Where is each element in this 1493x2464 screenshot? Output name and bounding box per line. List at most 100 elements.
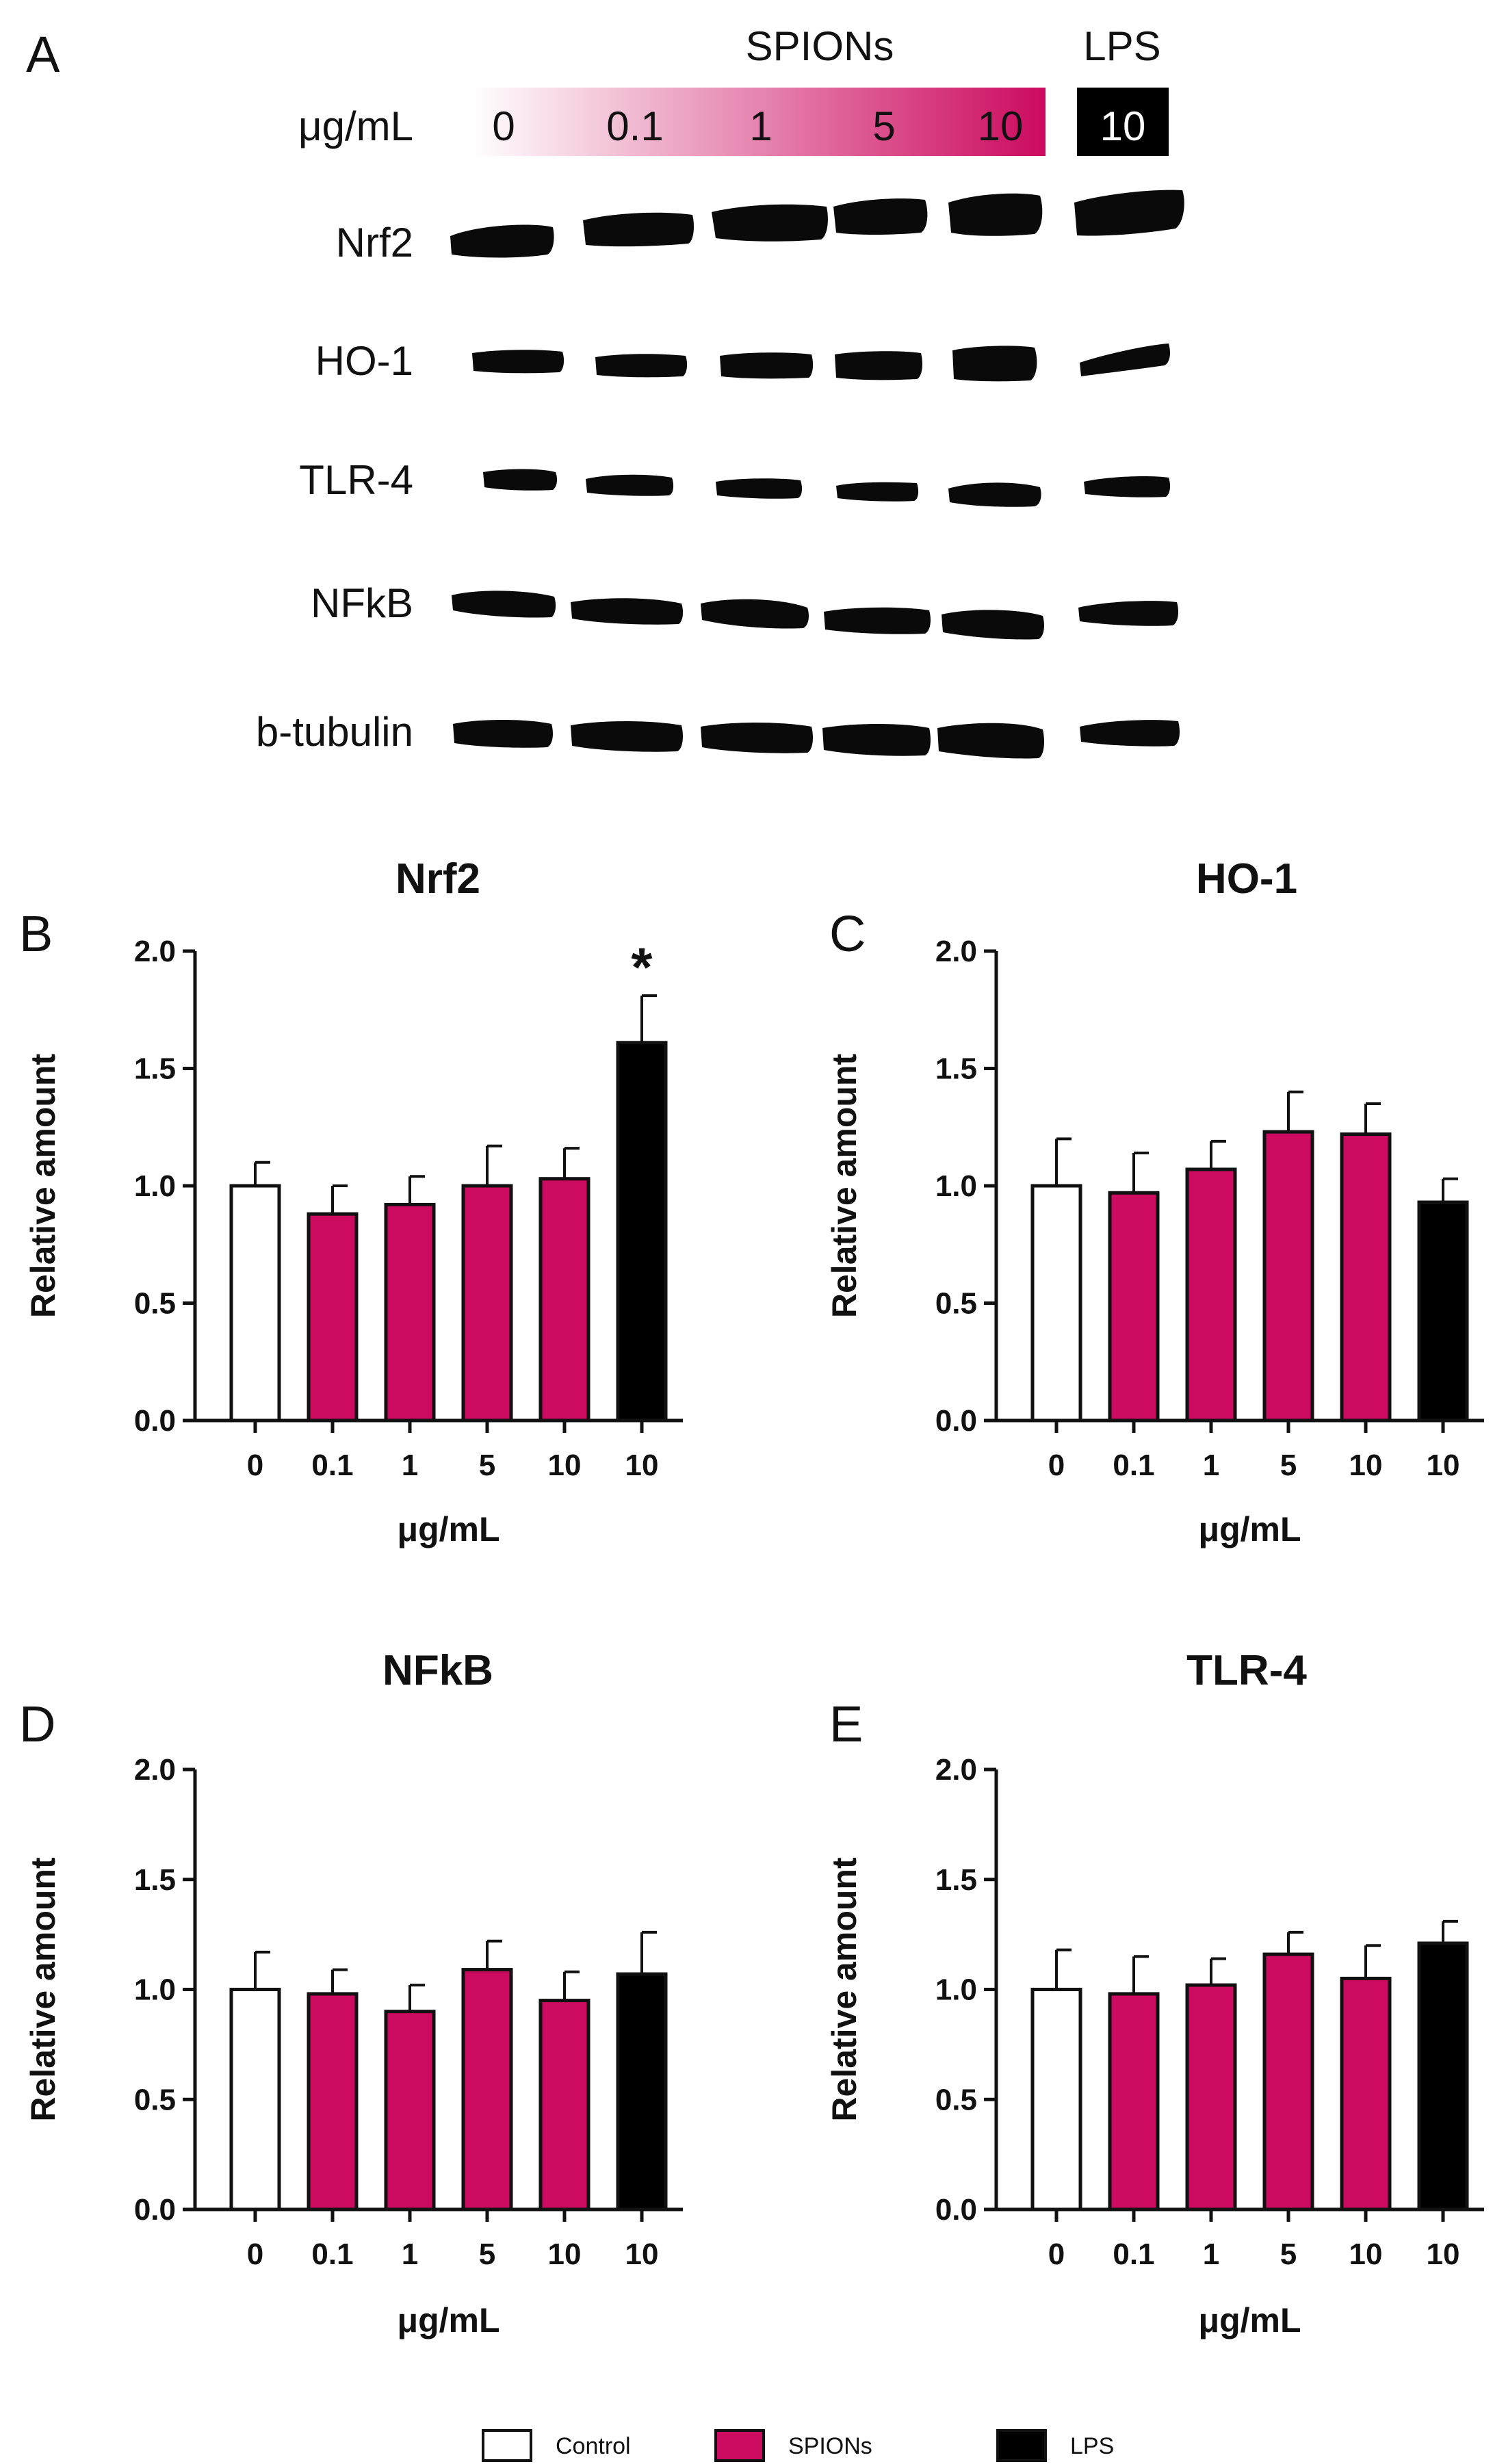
y-tick-label: 1.5 [134,1863,176,1897]
legend: Control SPIONs LPS [482,2429,1114,2462]
x-tick-label: 10 [625,1449,659,1482]
bar-2 [1185,1983,1237,2212]
panel-letter-d: D [19,1696,55,1752]
protein-label-nfkb: NFkB [311,580,413,626]
legend-label-control: Control [556,2433,631,2459]
x-tick-label: 10 [1349,2238,1383,2271]
bar-4 [538,1177,590,1423]
legend-label-spions: SPIONs [788,2433,872,2459]
x-tick-label: 0.1 [311,2238,353,2271]
band-tlr4-1 [483,469,558,491]
blot-bands [450,190,1184,759]
bar-4 [1340,1132,1392,1423]
band-ho1-5 [952,346,1037,382]
legend-label-lps: LPS [1070,2433,1114,2459]
bar-5 [1417,1200,1469,1423]
legend-swatch-lps [996,2429,1047,2462]
bar-3 [461,1968,513,2212]
x-tick-label: 0 [247,1449,263,1482]
x-tick-label: 10 [1349,1449,1383,1482]
bar-1 [1108,1992,1160,2212]
x-tick-label: 0.1 [1113,1449,1154,1482]
y-tick-label: 0.5 [935,2083,977,2116]
bar-0 [229,1184,281,1423]
y-tick-label: 1.5 [935,1863,977,1897]
legend-swatch-control [482,2429,532,2462]
dose-label-4: 10 [978,103,1024,149]
chart-title: Nrf2 [395,855,480,903]
x-tick-label: 10 [548,1449,582,1482]
bar-2 [384,2010,436,2212]
x-tick-label: 5 [1280,1449,1297,1482]
protein-label-tlr-4: TLR-4 [299,457,413,503]
band-tlr4-2 [586,474,674,496]
chart-nrf2: B Nrf2 0.0 0.5 1.0 1.5 2.0 0 0.1 1 5 10 10 * Relative … [19,855,683,1548]
bar-1 [307,1212,359,1423]
band-tlr4-3 [716,478,803,499]
band-nfkb-3 [701,599,809,629]
y-tick-label: 0.5 [134,2083,176,2116]
legend-swatch-spions [714,2429,765,2462]
panel-letter-e: E [829,1696,863,1752]
band-ho1-3 [720,352,814,379]
band-tubulin-6 [1080,720,1180,747]
bar-5 [1417,1941,1469,2212]
band-tubulin-2 [571,721,683,752]
y-tick-label: 2.0 [935,1753,977,1787]
bar-4 [538,1999,590,2212]
bar-2 [384,1202,436,1423]
spions-gradient-bar [472,88,1046,156]
band-nrf2-2 [583,212,694,247]
chart-title: HO-1 [1196,855,1297,903]
x-tick-label: 10 [625,2238,659,2271]
dose-label-1: 0.1 [606,103,663,149]
dose-label-2: 1 [749,103,772,149]
x-tick-label: 5 [1280,2238,1297,2271]
x-axis-label: μg/mL [397,2301,499,2339]
y-tick-label: 0.0 [134,2193,176,2227]
y-axis-label: Relative amount [825,1054,864,1319]
x-tick-label: 1 [402,1449,418,1482]
dose-label-3: 5 [872,103,895,149]
bar-3 [1262,1952,1314,2212]
chart-title: NFkB [382,1647,493,1694]
x-tick-label: 0 [1048,2238,1065,2271]
x-tick-label: 1 [402,2238,418,2271]
band-ho1-6 [1080,343,1170,376]
band-nrf2-1 [450,224,554,258]
band-nfkb-4 [824,607,931,634]
protein-labels: Nrf2 HO-1 TLR-4 NFkB b-tubulin [256,220,413,755]
y-tick-label: 2.0 [935,935,977,968]
bar-0 [229,1988,281,2212]
band-tubulin-3 [701,723,813,753]
y-tick-label: 1.0 [134,1973,176,2007]
x-tick-label: 10 [1427,1449,1460,1482]
spions-header: SPIONs [746,23,894,69]
y-tick-label: 1.5 [134,1052,176,1086]
bar-1 [1108,1191,1160,1423]
unit-label: μg/mL [298,103,413,149]
x-tick-label: 5 [479,2238,495,2271]
y-tick-label: 0.0 [134,1404,176,1438]
x-tick-label: 0.1 [1113,2238,1154,2271]
x-tick-label: 0 [1048,1449,1065,1482]
bar-0 [1030,1988,1082,2212]
protein-label-b-tubulin: b-tubulin [256,709,413,755]
bar-5 [616,1041,668,1423]
band-tubulin-4 [822,724,931,756]
y-tick-label: 2.0 [134,935,176,968]
lps-dose-box [1077,88,1169,156]
y-axis-label: Relative amount [24,1857,62,2122]
panel-letter-c: C [829,905,866,962]
band-nfkb-1 [452,591,556,618]
band-nfkb-6 [1078,601,1178,626]
lps-dose-label: 10 [1100,103,1146,149]
band-nrf2-4 [833,198,928,235]
y-tick-label: 0.5 [134,1287,176,1321]
band-tubulin-1 [453,720,553,748]
x-axis-label: μg/mL [1198,2301,1301,2339]
y-tick-label: 1.0 [935,1169,977,1203]
bar-3 [461,1184,513,1423]
protein-label-ho-1: HO-1 [315,338,413,384]
